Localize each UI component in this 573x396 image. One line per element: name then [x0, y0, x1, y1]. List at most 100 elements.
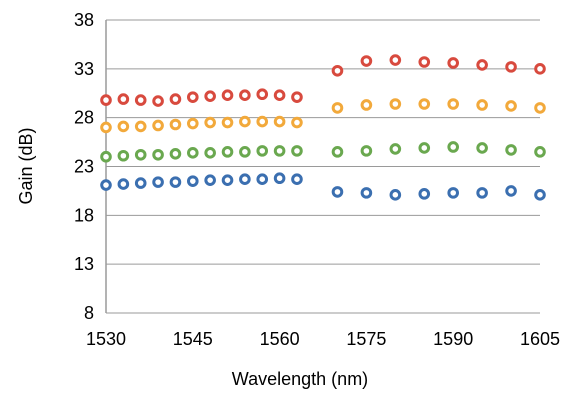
data-points — [100, 54, 546, 201]
x-tick-labels: 1530 1545 1560 1575 1590 1605 — [86, 329, 560, 349]
data-point — [239, 146, 251, 158]
data-point — [169, 148, 182, 160]
x-tick-label: 1530 — [86, 329, 126, 349]
data-point — [505, 61, 517, 73]
data-point — [505, 100, 517, 112]
data-point — [360, 99, 373, 111]
data-point — [360, 145, 373, 157]
y-tick-label: 13 — [74, 254, 94, 274]
data-point — [447, 98, 460, 110]
data-point — [187, 147, 199, 159]
data-point — [152, 95, 164, 107]
x-tick-label: 1575 — [346, 329, 386, 349]
data-point — [389, 189, 402, 201]
data-point — [291, 173, 303, 185]
data-point — [204, 116, 216, 129]
data-point — [273, 115, 286, 128]
data-point — [221, 89, 234, 102]
data-point — [204, 147, 216, 159]
data-point — [256, 115, 269, 128]
data-point — [117, 120, 130, 133]
series-0 — [100, 54, 546, 107]
data-point — [256, 88, 269, 101]
data-point — [187, 117, 199, 130]
data-point — [152, 148, 164, 161]
data-point — [134, 177, 147, 189]
data-point — [447, 57, 460, 69]
data-point — [360, 55, 373, 67]
data-point — [476, 99, 488, 111]
data-point — [239, 173, 251, 185]
data-point — [221, 174, 234, 186]
x-tick-label: 1605 — [520, 329, 560, 349]
data-point — [389, 54, 402, 66]
data-point — [204, 90, 216, 102]
x-tick-label: 1560 — [260, 329, 300, 349]
data-point — [273, 89, 286, 102]
data-point — [134, 120, 147, 133]
y-tick-label: 23 — [74, 157, 94, 177]
data-point — [291, 116, 303, 129]
data-point — [100, 121, 112, 134]
data-point — [534, 63, 546, 75]
data-point — [476, 142, 488, 154]
data-point — [331, 146, 344, 158]
data-point — [152, 176, 164, 188]
data-point — [418, 142, 431, 154]
data-point — [447, 141, 460, 153]
data-point — [169, 93, 182, 105]
data-point — [117, 93, 130, 105]
data-point — [100, 179, 112, 191]
y-tick-label: 38 — [74, 10, 94, 30]
data-point — [534, 189, 546, 201]
y-tick-label: 33 — [74, 59, 94, 79]
series-3 — [100, 172, 546, 201]
series-2 — [100, 141, 546, 163]
data-point — [117, 178, 130, 190]
data-point — [447, 187, 460, 199]
data-point — [291, 91, 303, 103]
gridlines — [106, 19, 540, 314]
data-point — [256, 145, 269, 157]
data-point — [204, 174, 216, 186]
data-point — [331, 186, 344, 198]
data-point — [505, 144, 517, 156]
data-point — [100, 94, 112, 106]
data-point — [291, 145, 303, 157]
data-point — [418, 98, 431, 110]
data-point — [273, 145, 286, 157]
data-point — [505, 185, 517, 197]
data-point — [169, 176, 182, 188]
data-point — [134, 94, 147, 106]
data-point — [273, 172, 286, 185]
data-point — [187, 91, 199, 103]
data-point — [239, 115, 251, 128]
data-point — [152, 119, 164, 132]
x-tick-label: 1545 — [173, 329, 213, 349]
data-point — [534, 146, 546, 158]
data-point — [418, 188, 431, 200]
series-1 — [100, 98, 546, 134]
data-point — [534, 102, 546, 114]
data-point — [256, 173, 269, 185]
data-point — [331, 64, 344, 77]
data-point — [389, 98, 402, 110]
x-tick-label: 1590 — [433, 329, 473, 349]
data-point — [476, 187, 488, 199]
data-point — [331, 102, 344, 114]
y-tick-labels: 8 13 18 23 28 33 38 — [74, 10, 94, 323]
data-point — [221, 116, 234, 129]
y-tick-label: 18 — [74, 205, 94, 225]
y-tick-label: 8 — [84, 303, 94, 323]
data-point — [360, 187, 373, 199]
data-point — [117, 149, 130, 162]
data-point — [187, 175, 199, 187]
y-axis-title: Gain (dB) — [16, 127, 36, 204]
data-point — [476, 59, 488, 71]
x-axis-title: Wavelength (nm) — [232, 369, 368, 389]
data-point — [169, 118, 182, 131]
data-point — [221, 146, 234, 158]
data-point — [389, 143, 402, 155]
data-point — [100, 150, 112, 163]
